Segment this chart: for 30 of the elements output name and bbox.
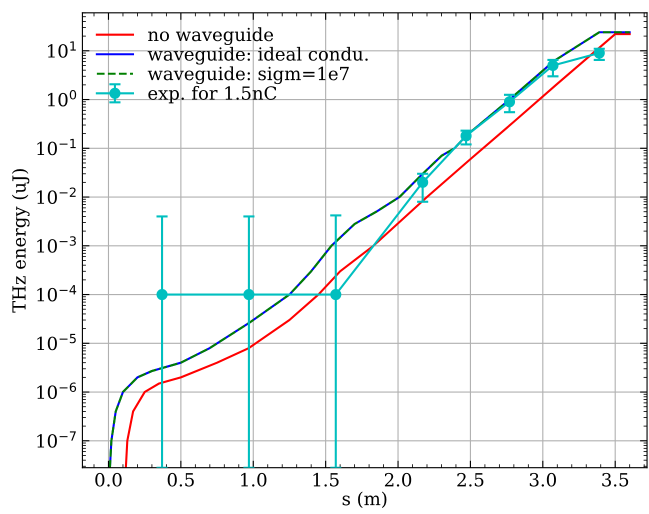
point	[504, 96, 516, 108]
y-tick-label: 10$^{−7}$	[37, 431, 76, 448]
x-tick-label: 0.0	[95, 472, 122, 487]
y-tick-label: 10$^{−2}$	[37, 187, 76, 204]
point	[460, 130, 472, 142]
x-tick-label: 3.5	[602, 472, 628, 487]
y-tick-label: 10$^{1}$	[48, 41, 76, 58]
point	[330, 288, 342, 300]
legend-label: waveguide: ideal condu.	[148, 46, 368, 65]
legend-label: no waveguide	[148, 27, 274, 46]
y-tick-label: 10$^{−5}$	[37, 334, 76, 350]
x-tick-label: 2.5	[457, 472, 484, 487]
point	[417, 176, 428, 188]
y-axis-title: THz energy (uJ)	[12, 169, 30, 313]
point	[547, 60, 559, 72]
y-tick-label: 10$^{−3}$	[37, 236, 76, 253]
x-tick-label: 1.5	[313, 472, 339, 487]
x-tick-label: 1.0	[241, 472, 266, 487]
y-tick-label: 10$^{−6}$	[37, 382, 76, 400]
x-tick-label: 0.5	[168, 472, 194, 487]
x-tick-label: 3.0	[530, 472, 556, 487]
y-tick-label: 10$^{0}$	[48, 90, 76, 107]
point	[156, 288, 168, 300]
x-axis-title: s (m)	[342, 491, 386, 508]
y-tick-label: 10$^{−4}$	[37, 285, 76, 302]
y-tick-label: 10$^{−1}$	[37, 138, 76, 156]
point	[243, 288, 254, 300]
x-tick-label: 2.0	[384, 472, 412, 487]
legend-label: waveguide: sigm=1e7	[148, 66, 349, 84]
legend-label: exp. for 1.5nC	[148, 86, 276, 104]
